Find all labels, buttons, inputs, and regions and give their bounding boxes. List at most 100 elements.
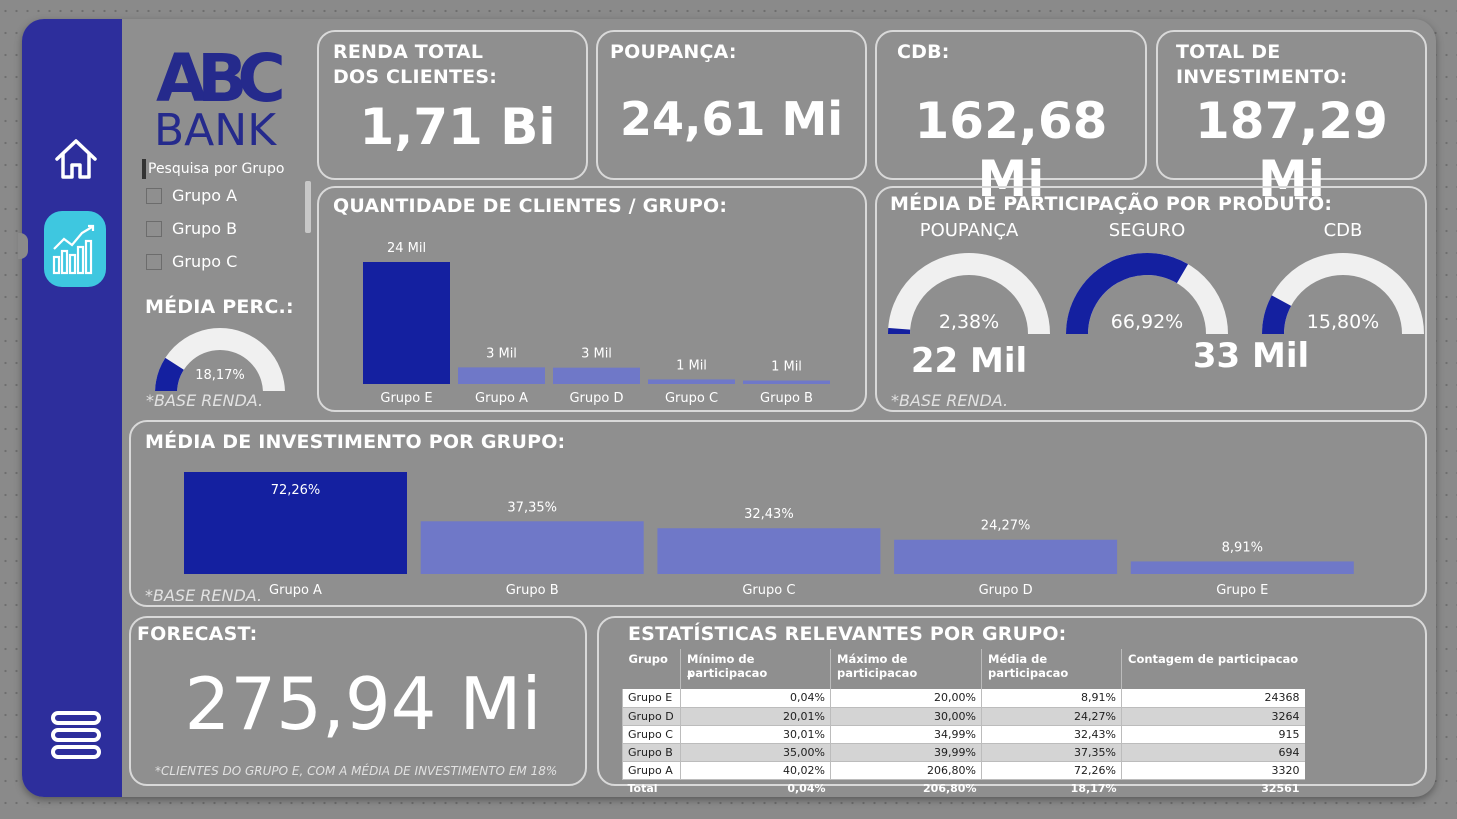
- bar-data-label: 37,35%: [507, 500, 557, 515]
- stats-card: ESTATÍSTICAS RELEVANTES POR GRUPO:: [597, 616, 1427, 786]
- bar-data-label: 24,27%: [981, 519, 1031, 534]
- category-label: Grupo B: [760, 391, 813, 406]
- media-perc-value: 18,17%: [195, 368, 245, 383]
- table-cell: Grupo B: [622, 743, 681, 762]
- investimento-note: *BASE RENDA.: [145, 586, 263, 605]
- bar[interactable]: [657, 528, 881, 574]
- table-cell: 3264: [1121, 707, 1305, 726]
- group-slicer: Pesquisa por Grupo Grupo A Grupo B Grupo…: [142, 159, 322, 278]
- bar-data-label: 3 Mil: [486, 346, 517, 361]
- kpi-total-card: TOTAL DE INVESTIMENTO: 187,29 Mi: [1156, 30, 1427, 208]
- checkbox[interactable]: [146, 220, 162, 237]
- kpi-renda-card: RENDA TOTAL DOS CLIENTES: 1,71 Bi: [317, 30, 588, 180]
- sort-ascending-icon[interactable]: ▲: [687, 669, 694, 678]
- category-label: Grupo A: [269, 583, 322, 598]
- kpi-total-value: 187,29 Mi: [1195, 92, 1388, 208]
- bar[interactable]: [894, 539, 1118, 574]
- bar[interactable]: [458, 367, 545, 384]
- category-label: Grupo E: [380, 391, 432, 406]
- clientes-chart-card: QUANTIDADE DE CLIENTES / GRUPO: 24 Mil Gr…: [317, 186, 867, 412]
- table-row[interactable]: Grupo A 40,02% 206,80% 72,26% 3320: [622, 761, 1305, 780]
- category-label: Grupo D: [569, 391, 623, 406]
- forecast-card: FORECAST: 275,94 Mi *CLIENTES DO GRUPO E…: [129, 616, 587, 786]
- report-nav-button[interactable]: [44, 211, 106, 287]
- table-cell: 20,00%: [830, 689, 982, 708]
- table-row[interactable]: Grupo C 30,01% 34,99% 32,43% 915: [622, 725, 1305, 744]
- line-chart-icon: [52, 224, 95, 275]
- table-cell: 39,99%: [830, 743, 982, 762]
- kpi-poupanca-title: POUPANÇA:: [610, 41, 737, 63]
- bar-data-label: 3 Mil: [581, 347, 612, 362]
- bar[interactable]: [648, 379, 735, 384]
- bar[interactable]: [553, 367, 640, 384]
- gauge-fill: [1066, 253, 1189, 335]
- participacao-card: MÉDIA DE PARTICIPAÇÃO POR PRODUTO: 2,38%…: [875, 186, 1427, 412]
- kpi-cdb-title: CDB:: [897, 41, 950, 63]
- slicer-item-grupo-c[interactable]: Grupo C: [142, 245, 322, 278]
- gauge-value: 15,80%: [1307, 311, 1379, 333]
- bar[interactable]: [743, 380, 830, 384]
- kpi-total-title-line2: INVESTIMENTO:: [1176, 66, 1348, 88]
- table-row[interactable]: Grupo E 0,04% 20,00% 8,91% 24368: [622, 689, 1305, 708]
- gauge-label: POUPANÇA: [920, 220, 1019, 241]
- bar-data-label: 72,26%: [271, 483, 321, 498]
- bar[interactable]: [420, 521, 644, 574]
- slicer-item-grupo-a[interactable]: Grupo A: [142, 179, 322, 212]
- kpi-total-title-line1: TOTAL DE: [1176, 41, 1281, 63]
- table-cell: 915: [1121, 725, 1305, 744]
- table-cell: 30,01%: [680, 725, 831, 744]
- gauge-value: 2,38%: [939, 311, 999, 333]
- table-row[interactable]: Grupo D 20,01% 30,00% 24,27% 3264: [622, 707, 1305, 726]
- kpi-renda-value: 1,71 Bi: [359, 98, 556, 156]
- slicer-header: Pesquisa por Grupo: [142, 159, 322, 179]
- checkbox[interactable]: [146, 187, 162, 204]
- forecast-value: 275,94 Mi: [184, 662, 542, 746]
- logo-letters: ABC: [156, 41, 282, 117]
- total-cell: 0,04%: [787, 781, 826, 795]
- checkbox[interactable]: [146, 253, 162, 270]
- table-cell: Grupo D: [622, 707, 681, 726]
- col-header-maximo[interactable]: Máximo de participacao: [830, 649, 982, 689]
- slicer-item-grupo-b[interactable]: Grupo B: [142, 212, 322, 245]
- participacao-count-left: 22 Mil: [911, 341, 1027, 381]
- forecast-note: *CLIENTES DO GRUPO E, COM A MÉDIA DE INV…: [155, 764, 558, 778]
- gauge-label: CDB: [1324, 220, 1363, 241]
- sidebar: [18, 19, 122, 797]
- kpi-poupanca-card: POUPANÇA: 24,61 Mi: [596, 30, 867, 180]
- kpi-cdb-card: CDB: 162,68 Mi: [875, 30, 1147, 208]
- home-icon[interactable]: [52, 135, 100, 183]
- slicer-scrollbar[interactable]: [305, 181, 311, 233]
- table-cell: 32,43%: [981, 725, 1122, 744]
- table-cell: Grupo A: [622, 761, 681, 780]
- table-row[interactable]: Grupo B 35,00% 39,99% 37,35% 694: [622, 743, 1305, 762]
- bar-data-label: 24 Mil: [387, 241, 426, 256]
- table-cell: 0,04%: [680, 689, 831, 708]
- category-label: Grupo A: [475, 391, 528, 406]
- menu-icon[interactable]: [50, 709, 102, 761]
- gauge-label: SEGURO: [1109, 220, 1186, 241]
- bar-data-label: 1 Mil: [676, 358, 707, 373]
- kpi-cdb-value: 162,68 Mi: [914, 92, 1108, 208]
- col-header-grupo[interactable]: Grupo: [628, 652, 668, 666]
- table-cell: Grupo C: [622, 725, 681, 744]
- col-header-minimo[interactable]: Mínimo de participacao ▲: [680, 649, 831, 689]
- stats-title: ESTATÍSTICAS RELEVANTES POR GRUPO:: [628, 623, 1067, 645]
- category-label: Grupo C: [742, 583, 795, 598]
- bar[interactable]: [184, 472, 407, 574]
- table-cell: Grupo E: [622, 689, 681, 708]
- logo-word: BANK: [156, 105, 277, 149]
- clientes-bar-chart: 24 Mil Grupo E 3 Mil Grupo A 3 Mil Grupo D 1 M…: [363, 241, 830, 406]
- media-perc-gauge: 18,17%: [155, 328, 285, 391]
- table-header-row: Grupo Mínimo de participacao ▲ Máximo de …: [623, 649, 1305, 689]
- kpi-poupanca-value: 24,61 Mi: [619, 92, 844, 146]
- bar[interactable]: [1130, 561, 1354, 574]
- table-cell: 3320: [1121, 761, 1305, 780]
- bank-logo: ABC BANK: [154, 40, 296, 156]
- col-header-contagem[interactable]: Contagem de participacao: [1121, 649, 1305, 689]
- table-cell: 34,99%: [830, 725, 982, 744]
- kpi-renda-title: RENDA TOTAL DOS CLIENTES:: [333, 40, 497, 90]
- col-header-media[interactable]: Média de participacao: [981, 649, 1122, 689]
- bar[interactable]: [363, 262, 450, 384]
- table-cell: 206,80%: [830, 761, 982, 780]
- media-perc-title: MÉDIA PERC.:: [145, 296, 294, 318]
